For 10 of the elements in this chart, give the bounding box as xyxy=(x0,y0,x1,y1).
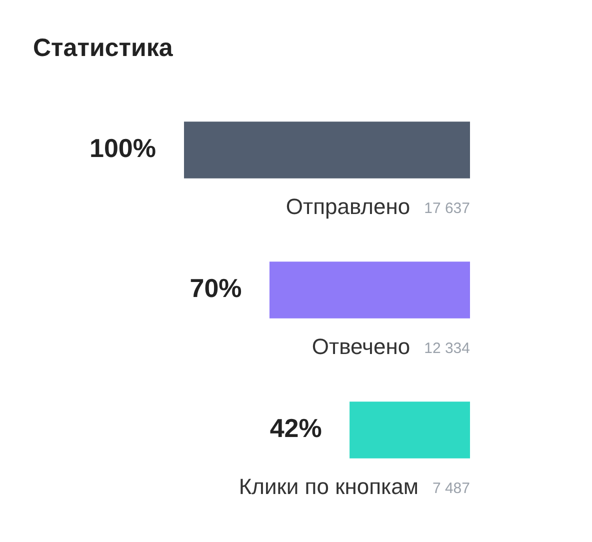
data-label: 42% xyxy=(270,413,322,444)
y-tick-label: Клики по кнопкам xyxy=(238,474,418,500)
chart-title: Статистика xyxy=(33,34,173,63)
annotation: 7 487 xyxy=(432,480,470,498)
y-tick-label: Отвечено xyxy=(312,334,410,360)
data-label: 100% xyxy=(90,133,156,164)
annotation: 17 637 xyxy=(424,200,470,218)
data-label: 70% xyxy=(190,273,242,304)
y-tick-label: Отправлено xyxy=(286,194,410,220)
annotation: 12 334 xyxy=(424,340,470,358)
